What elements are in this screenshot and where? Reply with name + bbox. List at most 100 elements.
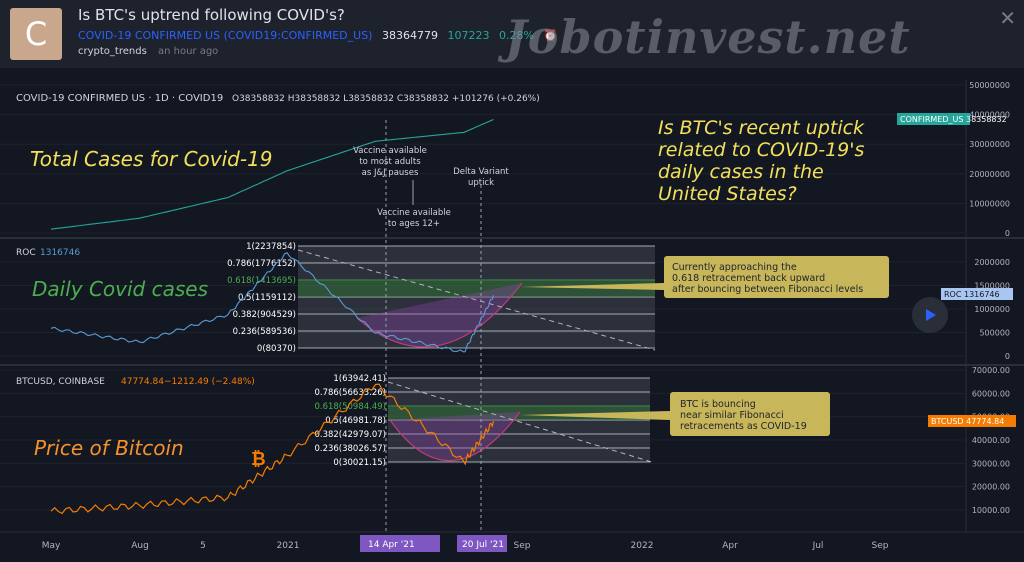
price-axis-tick: 20000000 [969,170,1010,179]
price-axis-tick: 70000.00 [972,366,1010,375]
price-axis-tick: 40000.00 [972,436,1010,445]
symbol-change: 107223 [447,29,490,42]
bitcoin-icon[interactable]: ₿ [251,449,266,470]
annotation-total-cases[interactable]: Total Cases for Covid-19 [30,147,273,171]
symbol-code-link[interactable]: (COVID19:CONFIRMED_US) [223,29,373,42]
idea-title: Is BTC's uptrend following COVID's? [78,6,345,24]
symbol-line: COVID-19 CONFIRMED US (COVID19:CONFIRMED… [78,29,557,42]
question-annotation[interactable]: Is BTC's recent uptick related to COVID-… [658,117,865,205]
callout-btc[interactable]: BTC is bouncing near similar Fibonacci r… [520,392,830,436]
time-axis-label: Sep [514,541,531,551]
time-axis-label: Jul [812,541,824,551]
annotation-daily-cases[interactable]: Daily Covid cases [32,277,208,301]
fib-level-label: 0.236(38026.57) [314,444,386,454]
callout-line: as J&J pauses [362,168,419,178]
callout-line: Vaccine available [353,146,427,156]
time-highlight-jul: 20 Jul '21 [457,535,507,552]
play-button[interactable] [912,297,948,333]
time-highlight-bg [360,535,440,552]
question-line: daily cases in the [658,161,824,183]
fib-golden-zone [298,280,655,297]
price-axis-tick: 20000.00 [972,483,1010,492]
chart-area[interactable]: 1(2237854) 0.786(1776152) 0.618(1413695) 0.… [0,80,1024,558]
price-axis-tick: 50000000 [969,81,1010,90]
symbol-change-pct: 0.28% [498,29,534,42]
time-axis-label: Apr [722,541,738,551]
fib-level-label: 1(63942.41) [333,374,386,384]
fib-level-label: 0.618(50984.49) [314,402,386,412]
callout-line: 0.618 retracement back upward [672,273,825,284]
callout-line: retracements as COVID-19 [680,421,807,432]
chart-svg[interactable]: 1(2237854)0.786(1776152)0.618(1413695)0.… [0,80,1024,558]
price-tag-text: CONFIRMED_US 38358832 [900,115,1007,124]
time-axis-label: Aug [131,541,149,551]
covid-total-line[interactable] [50,118,494,230]
fib-level-label: 0.786(1776152) [227,259,296,269]
price-axis-tick: 10000000 [969,199,1010,208]
time-highlight-apr: 14 Apr '21 [360,535,440,552]
pane2-price-axis[interactable]: 2000000 1500000 1000000 500000 0 [974,258,1010,361]
alarm-clock-icon[interactable]: ⏰ [543,29,558,42]
callout-pointer [520,283,664,290]
fib-level-label: 0.382(42979.07) [314,430,386,440]
grid [0,84,966,511]
question-line: Is BTC's recent uptick [658,117,865,139]
callout-roc[interactable]: Currently approaching the 0.618 retracem… [520,256,889,298]
roc-trendline[interactable] [297,249,656,351]
pane1-price-axis[interactable]: 50000000 40000000 30000000 20000000 10000000… [969,81,1010,238]
pane3-legend-name: BTCUSD, COINBASE [16,377,105,387]
callout-line: after bouncing between Fibonacci levels [672,284,863,295]
roc-fib-retracement[interactable]: 1(2237854)0.786(1776152)0.618(1413695)0.… [227,242,655,354]
callout-box [664,256,889,298]
price-tag-bg [897,113,970,125]
author-name-link[interactable]: crypto_trends [78,46,147,57]
btc-price-tag: BTCUSD 47774.84 [928,415,1016,427]
price-tag-bg [928,415,1016,427]
pane2-legend-name: ROC [16,248,36,258]
pane1-legend-values: O38358832 H38358832 L38358832 C38358832 … [232,94,540,104]
chart-background [0,80,1024,558]
close-icon[interactable]: ✕ [999,6,1016,30]
callout-line: uptick [468,178,494,188]
author-avatar[interactable]: C [10,8,62,60]
fib-level-label: 0.382(904529) [233,310,296,320]
callout-line: BTC is bouncing [680,399,756,410]
time-axis-label: 2022 [631,541,654,551]
pane1-legend-name: COVID-19 CONFIRMED US · 1D · COVID19 [16,93,223,104]
price-axis-tick: 40000000 [969,111,1010,120]
pane2-legend-value: 1316746 [40,248,80,258]
price-axis-tick: 1500000 [974,282,1010,291]
roc-price-tag: ROC 1316746 [941,288,1013,300]
annotation-bitcoin-price[interactable]: Price of Bitcoin [34,436,184,460]
btc-price-line[interactable] [50,383,495,515]
callout-vaccine-adults[interactable]: Vaccine available to most adults as J&J … [353,146,427,178]
price-axis-tick: 2000000 [974,258,1010,267]
symbol-name-link[interactable]: COVID-19 CONFIRMED US [78,29,221,42]
callout-vaccine-12[interactable]: Vaccine available to ages 12+ [377,208,451,229]
author-line: crypto_trends an hour ago [78,46,218,57]
price-axis-tick: 10000.00 [972,506,1010,515]
fib-level-label: 0.5(46981.78) [325,416,386,426]
callout-delta-variant[interactable]: Delta Variant uptick [453,167,509,188]
pane3-legend-price: 47774.84 [121,377,164,387]
callout-line: near similar Fibonacci [680,410,784,421]
time-axis-label: 2021 [277,541,300,551]
price-axis-tick: 30000.00 [972,459,1010,468]
callout-line: Currently approaching the [672,262,797,273]
fib-level-label: 0.5(1159112) [238,293,296,303]
price-tag-bg [941,288,1013,300]
callout-pointer [520,411,670,420]
idea-header: C Is BTC's uptrend following COVID's? CO… [0,0,1024,68]
callout-line: Delta Variant [453,167,509,177]
callout-line: to most adults [359,157,421,167]
time-highlight-label: 14 Apr '21 [368,540,415,550]
time-highlight-label: 20 Jul '21 [462,540,504,550]
covid-price-tag: CONFIRMED_US 38358832 [897,113,1007,125]
btc-trendline[interactable] [387,381,656,464]
roc-line[interactable] [50,252,495,353]
fib-level-label: 0(30021.15) [333,458,386,468]
price-axis-tick: 0 [1005,229,1010,238]
price-axis-tick: 60000.00 [972,389,1010,398]
price-tag-text: BTCUSD 47774.84 [931,417,1004,426]
price-axis-tick: 1000000 [974,305,1010,314]
